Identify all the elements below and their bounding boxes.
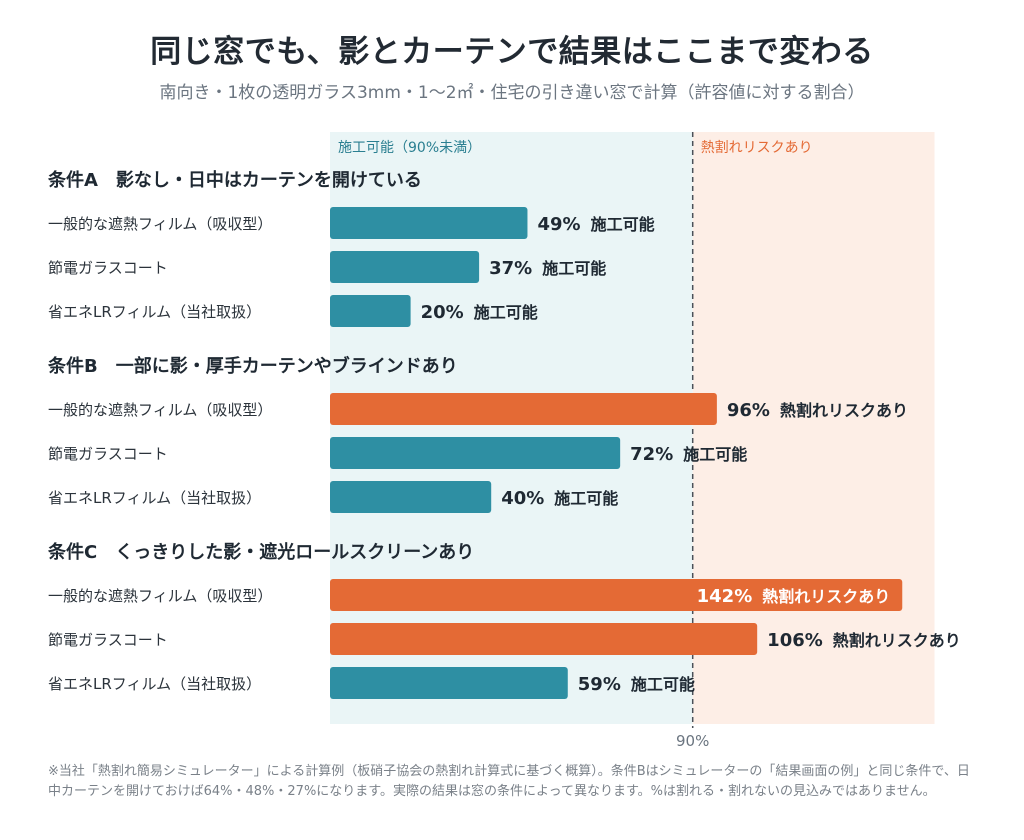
bar-value: 72% [630,444,673,465]
bar [330,251,480,283]
bar-status: 施工可能 [554,489,618,508]
bar-value: 37% [489,258,532,279]
group-title: 条件A 影なし・日中はカーテンを開けている [47,169,422,191]
bar-value-label: 40% 施工可能 [501,488,618,509]
risk-zone-label: 熱割れリスクあり [701,139,813,156]
bar-value-label: 59% 施工可能 [578,674,695,695]
bar-value: 96% [727,400,770,421]
bar [330,481,492,513]
bar-value: 40% [501,488,544,509]
bar-value: 20% [421,302,464,323]
bar-category-label: 一般的な遮熱フィルム（吸収型） [48,587,272,605]
bar-status: 施工可能 [474,303,538,322]
bar-status: 熱割れリスクあり [762,587,890,606]
bar-value: 106% [767,630,823,651]
bar-value: 59% [578,674,621,695]
bar-status: 施工可能 [591,215,655,234]
bar-category-label: 省エネLRフィルム（当社取扱） [48,675,261,693]
bar [330,393,717,425]
bar-value: 49% [537,214,580,235]
bar-category-label: 省エネLRフィルム（当社取扱） [48,489,261,507]
bar-category-label: 一般的な遮熱フィルム（吸収型） [48,401,272,419]
bar [330,207,528,239]
bar-status: 施工可能 [542,259,606,278]
bar-status: 熱割れリスクあり [780,401,908,420]
group-title: 条件C くっきりした影・遮光ロールスクリーンあり [47,541,474,563]
bar-category-label: 節電ガラスコート [48,445,168,463]
bar-value-label: 37% 施工可能 [489,258,606,279]
bar-category-label: 省エネLRフィルム（当社取扱） [48,303,261,321]
bar-chart: 施工可能（90%未満） 熱割れリスクあり 90% 条件A 影なし・日中はカーテンを開け… [47,132,961,750]
bar-category-label: 一般的な遮熱フィルム（吸収型） [48,215,272,233]
bar-value-label: 49% 施工可能 [537,214,654,235]
group-title: 条件B 一部に影・厚手カーテンやブラインドあり [47,355,458,377]
bar-value-label: 20% 施工可能 [421,302,538,323]
bar-value-label: 142% 熱割れリスクあり [697,586,891,607]
bar-category-label: 節電ガラスコート [48,631,168,649]
bar-category-label: 節電ガラスコート [48,259,168,277]
bar-status: 施工可能 [631,675,695,694]
bar-value: 142% [697,586,753,607]
bar-value-label: 106% 熱割れリスクあり [767,630,961,651]
bar-value-label: 72% 施工可能 [630,444,747,465]
bar [330,623,758,655]
chart-subtitle: 南向き・1枚の透明ガラス3mm・1〜2㎡・住宅の引き違い窓で計算（許容値に対する… [159,83,865,103]
bar [330,437,621,469]
bar-status: 施工可能 [683,445,747,464]
bar [330,579,903,611]
bar [330,295,411,327]
footnote: ※当社「熱割れ簡易シミュレーター」による計算例（板硝子協会の熱割れ計算式に基づく… [48,764,970,799]
bar-value-label: 96% 熱割れリスクあり [727,400,908,421]
chart-title: 同じ窓でも、影とカーテンで結果はここまで変わる [150,34,874,70]
ok-zone-label: 施工可能（90%未満） [338,140,481,156]
bar [330,667,568,699]
bar-status: 熱割れリスクあり [833,631,961,650]
threshold-label: 90% [676,732,709,750]
